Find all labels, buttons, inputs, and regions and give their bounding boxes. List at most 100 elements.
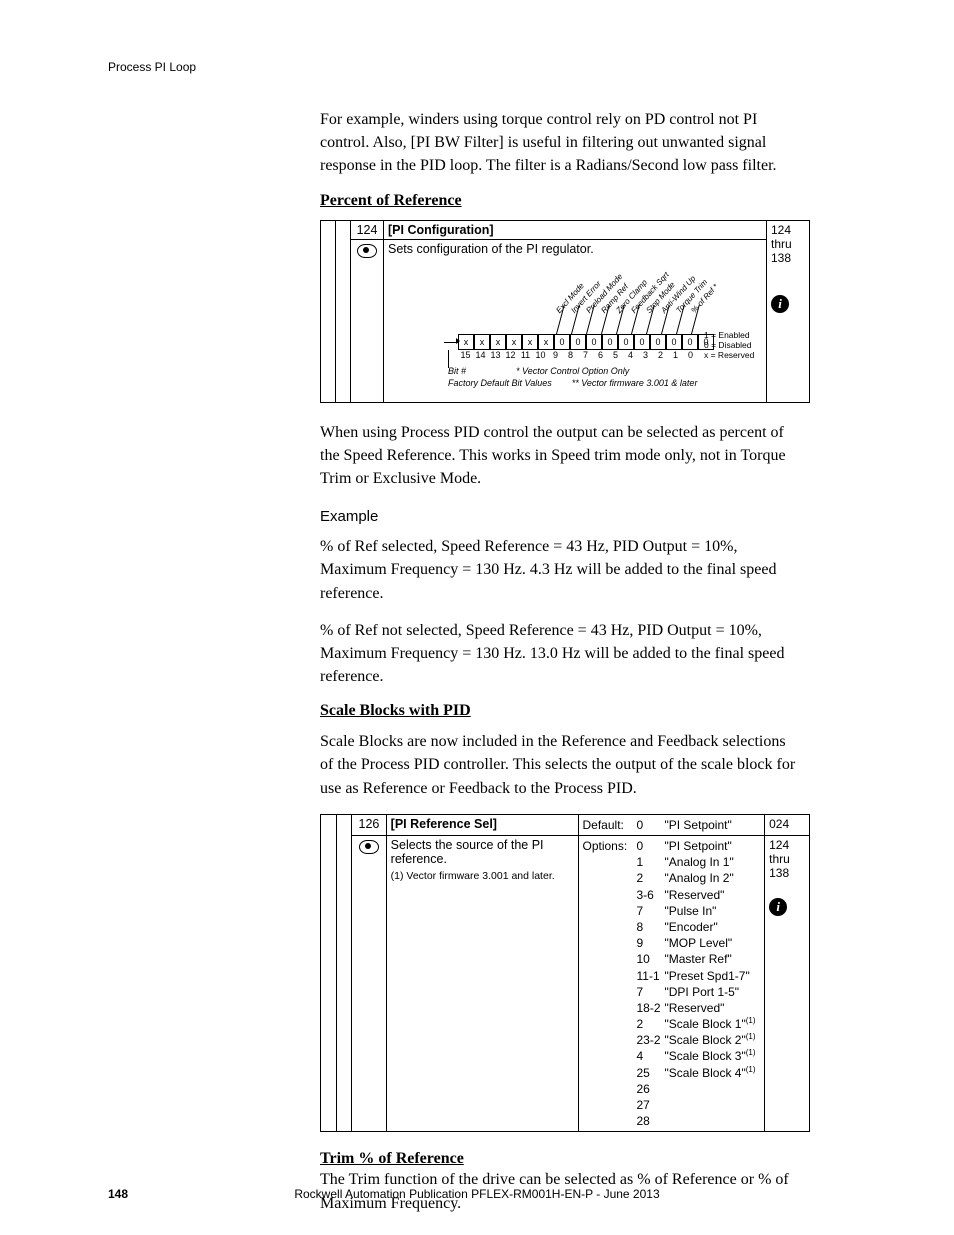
option-text: "DPI Port 1-5" [665, 984, 761, 1000]
related-124: 124 [769, 838, 805, 852]
bit-cell: x [538, 334, 554, 350]
param-126-footnote: (1) Vector firmware 3.001 and later. [391, 870, 574, 882]
related-thru: thru [769, 852, 805, 866]
option-text: "Analog In 2" [665, 870, 761, 886]
running-header: Process PI Loop [108, 60, 196, 74]
example-p2: % of Ref not selected, Speed Reference =… [320, 619, 800, 689]
bit-cell: 0 [650, 334, 666, 350]
option-text [665, 1113, 761, 1129]
options-label: Options: [583, 838, 637, 854]
bit-number: 8 [563, 350, 578, 360]
info-icon: i [769, 898, 787, 916]
bit-cell: x [506, 334, 522, 350]
option-number: 0 [637, 838, 665, 854]
param-126-table: 126 [PI Reference Sel] Default: 0 "PI Se… [320, 814, 810, 1133]
option-text: "Analog In 1" [665, 854, 761, 870]
option-text: "Scale Block 4"(1) [665, 1065, 761, 1081]
bit-number: 1 [668, 350, 683, 360]
option-number: 8 [637, 919, 665, 935]
related-range-138: 138 [771, 251, 805, 265]
bit-number: 4 [623, 350, 638, 360]
option-text: "PI Setpoint" [665, 838, 761, 854]
heading-percent-of-reference: Percent of Reference [320, 192, 800, 210]
example-p1: % of Ref selected, Speed Reference = 43 … [320, 535, 800, 605]
param-124-desc: Sets configuration of the PI regulator. [388, 242, 594, 256]
option-text: "Encoder" [665, 919, 761, 935]
bit-number: 14 [473, 350, 488, 360]
heading-scale-blocks: Scale Blocks with PID [320, 702, 800, 720]
option-text: "Scale Block 2"(1) [665, 1032, 761, 1048]
bit-diagram: Excl ModeInvert ErrorPreload ModeRamp Re… [388, 280, 762, 400]
default-num: 0 [637, 817, 665, 833]
option-number: 9 [637, 935, 665, 951]
option-text: "MOP Level" [665, 935, 761, 951]
param-126-number: 126 [352, 814, 386, 835]
option-text: "Scale Block 3"(1) [665, 1048, 761, 1064]
bit-footer-factory: Factory Default Bit Values [448, 378, 552, 388]
bit-cell: 0 [586, 334, 602, 350]
related-range-thru: thru [771, 237, 805, 251]
example-heading: Example [320, 508, 800, 525]
bit-number: 2 [653, 350, 668, 360]
option-number: 28 [637, 1113, 665, 1129]
bit-footer-star: * Vector Control Option Only [516, 366, 629, 376]
bit-number: 11 [518, 350, 533, 360]
para-after-124: When using Process PID control the outpu… [320, 421, 800, 491]
option-number: 18-2 [637, 1000, 665, 1016]
option-number: 25 [637, 1065, 665, 1081]
related-138: 138 [769, 866, 805, 880]
bit-cell: x [490, 334, 506, 350]
eye-icon [359, 840, 379, 854]
bit-number: 3 [638, 350, 653, 360]
bit-cell: 0 [554, 334, 570, 350]
option-number: 7 [637, 903, 665, 919]
option-number: 26 [637, 1081, 665, 1097]
related-range-124: 124 [771, 223, 805, 237]
bit-cell: x [458, 334, 474, 350]
param-124-table: 124 [PI Configuration] 124 thru 138 i Se… [320, 220, 810, 403]
bit-number: 5 [608, 350, 623, 360]
bit-number: 9 [548, 350, 563, 360]
info-icon: i [771, 295, 789, 313]
option-number: 10 [637, 951, 665, 967]
option-text: "Pulse In" [665, 903, 761, 919]
bit-number: 15 [458, 350, 473, 360]
bit-cell: 0 [602, 334, 618, 350]
para-after-sec2: Scale Blocks are now included in the Ref… [320, 730, 800, 800]
related-024: 024 [765, 814, 810, 835]
intro-paragraph: For example, winders using torque contro… [320, 108, 800, 178]
publication-id: Rockwell Automation Publication PFLEX-RM… [0, 1187, 954, 1201]
bit-cell: 0 [634, 334, 650, 350]
bit-number: 13 [488, 350, 503, 360]
bit-number: 10 [533, 350, 548, 360]
option-text [665, 1097, 761, 1113]
option-number: 1 [637, 854, 665, 870]
bit-footer-bitnum: Bit # [448, 366, 466, 376]
option-text: "Reserved" [665, 887, 761, 903]
legend-disabled: 0 = Disabled [704, 340, 754, 350]
bit-number: 0 [683, 350, 698, 360]
option-number: 7 [637, 984, 665, 1000]
legend-reserved: x = Reserved [704, 350, 754, 360]
bit-cell: x [522, 334, 538, 350]
option-number: 3-6 [637, 887, 665, 903]
bit-number: 7 [578, 350, 593, 360]
param-126-desc: Selects the source of the PI reference. [391, 838, 574, 866]
bit-cell: 0 [682, 334, 698, 350]
bit-cell: x [474, 334, 490, 350]
bit-cell: 0 [618, 334, 634, 350]
default-txt: "PI Setpoint" [665, 817, 761, 833]
bit-cell: 0 [666, 334, 682, 350]
bit-number: 6 [593, 350, 608, 360]
default-label: Default: [583, 817, 637, 833]
option-text: "Master Ref" [665, 951, 761, 967]
option-number: 23-2 [637, 1032, 665, 1048]
option-text: "Preset Spd1-7" [665, 968, 761, 984]
bit-footer-starstar: ** Vector firmware 3.001 & later [572, 378, 698, 388]
option-number: 27 [637, 1097, 665, 1113]
option-number: 4 [637, 1048, 665, 1064]
option-number: 2 [637, 870, 665, 886]
option-number: 2 [637, 1016, 665, 1032]
option-text: "Scale Block 1"(1) [665, 1016, 761, 1032]
option-text: "Reserved" [665, 1000, 761, 1016]
